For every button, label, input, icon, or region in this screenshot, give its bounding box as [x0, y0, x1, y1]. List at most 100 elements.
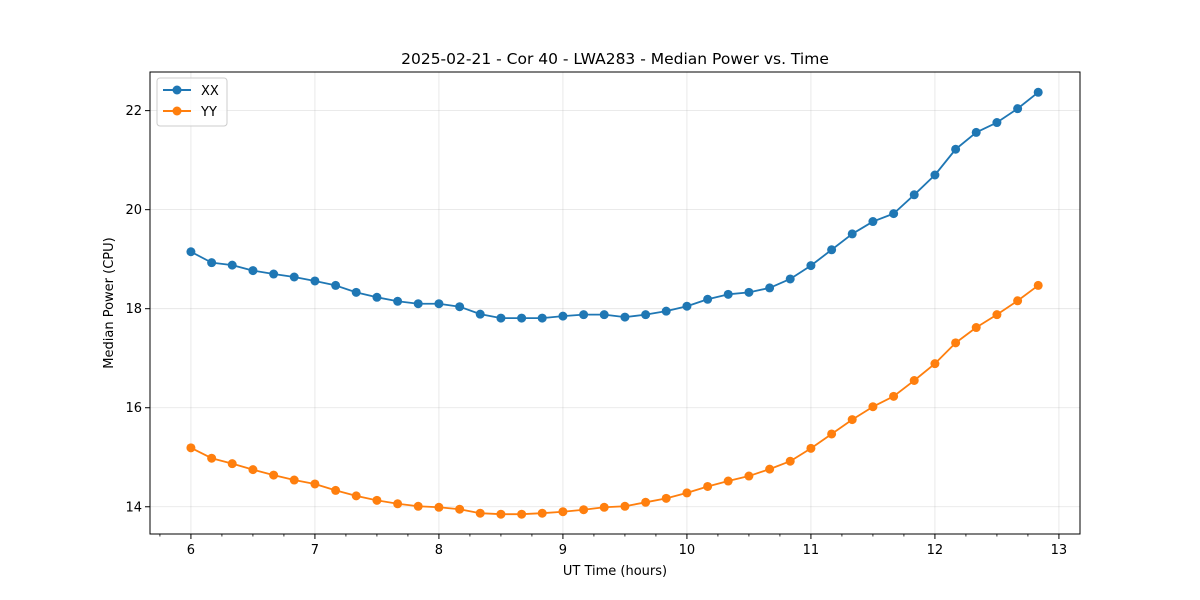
- legend-marker-yy: [172, 106, 182, 116]
- data-point-yy: [558, 507, 568, 517]
- data-point-xx: [248, 266, 258, 276]
- data-point-xx: [599, 310, 609, 320]
- data-point-xx: [1033, 87, 1043, 97]
- data-point-xx: [765, 283, 775, 293]
- x-tick-label: 10: [679, 543, 696, 558]
- data-point-yy: [351, 491, 361, 501]
- y-tick-label: 16: [125, 401, 142, 416]
- data-point-xx: [475, 309, 485, 319]
- data-point-yy: [744, 471, 754, 481]
- data-point-yy: [1013, 296, 1023, 306]
- data-point-yy: [227, 459, 237, 469]
- legend-label-xx: XX: [201, 84, 219, 99]
- data-point-yy: [1033, 280, 1043, 290]
- data-point-yy: [599, 502, 609, 512]
- data-point-xx: [434, 299, 444, 309]
- data-point-yy: [620, 501, 630, 511]
- data-point-xx: [703, 294, 713, 304]
- data-point-yy: [785, 456, 795, 466]
- data-point-xx: [785, 274, 795, 284]
- data-point-xx: [806, 261, 816, 271]
- data-point-yy: [455, 504, 465, 514]
- y-tick-label: 14: [125, 500, 142, 515]
- series-xx: [186, 87, 1043, 323]
- data-point-xx: [310, 276, 320, 286]
- data-point-xx: [951, 144, 961, 154]
- legend-marker-xx: [172, 85, 182, 95]
- data-point-yy: [641, 497, 651, 507]
- x-axis-label: UT Time (hours): [563, 564, 667, 579]
- legend-label-yy: YY: [200, 105, 217, 120]
- chart-title: 2025-02-21 - Cor 40 - LWA283 - Median Po…: [401, 50, 829, 68]
- x-tick-label: 11: [803, 543, 820, 558]
- data-point-xx: [331, 280, 341, 290]
- data-point-yy: [909, 376, 919, 385]
- data-point-xx: [517, 313, 527, 323]
- data-point-yy: [703, 481, 713, 491]
- data-point-xx: [269, 269, 279, 279]
- data-point-yy: [475, 508, 485, 518]
- data-point-yy: [827, 429, 837, 439]
- data-point-xx: [455, 302, 465, 312]
- x-tick-label: 6: [187, 543, 195, 558]
- series-layer: [186, 87, 1043, 519]
- data-point-yy: [806, 443, 816, 453]
- data-point-yy: [971, 323, 981, 333]
- data-point-yy: [682, 488, 692, 498]
- data-point-xx: [393, 296, 403, 306]
- data-point-yy: [186, 443, 196, 453]
- data-point-yy: [889, 391, 899, 401]
- y-axis-label: Median Power (CPU): [102, 237, 117, 368]
- axis-ticks: 6 7 8 9 10 11 12 13 14 16 18 20 22: [125, 104, 1067, 558]
- data-point-xx: [909, 190, 919, 200]
- data-point-xx: [827, 245, 837, 255]
- x-tick-label: 9: [559, 543, 567, 558]
- data-point-yy: [579, 505, 589, 515]
- data-point-xx: [889, 209, 899, 219]
- data-point-yy: [951, 338, 961, 348]
- data-point-yy: [723, 476, 733, 486]
- series-yy: [186, 280, 1043, 519]
- data-point-yy: [496, 509, 506, 519]
- data-point-xx: [579, 310, 589, 320]
- data-point-yy: [517, 509, 527, 519]
- data-point-xx: [227, 260, 237, 270]
- data-point-yy: [413, 501, 423, 511]
- x-tick-label: 12: [927, 543, 944, 558]
- data-point-xx: [661, 306, 671, 316]
- data-point-yy: [661, 493, 671, 503]
- data-point-xx: [537, 313, 547, 323]
- data-point-xx: [558, 311, 568, 321]
- data-point-xx: [207, 258, 217, 268]
- data-point-yy: [847, 415, 857, 425]
- data-point-xx: [744, 287, 754, 297]
- data-point-xx: [413, 299, 423, 309]
- data-point-yy: [537, 508, 547, 518]
- data-point-yy: [765, 464, 775, 474]
- x-tick-label: 13: [1051, 543, 1068, 558]
- plot-frame: [149, 71, 1081, 535]
- data-point-xx: [723, 289, 733, 299]
- data-point-xx: [620, 312, 630, 322]
- data-point-xx: [641, 310, 651, 320]
- data-point-xx: [868, 217, 878, 227]
- data-point-yy: [434, 502, 444, 512]
- data-point-xx: [372, 292, 382, 302]
- data-point-yy: [393, 499, 403, 509]
- y-tick-label: 22: [125, 104, 142, 119]
- data-point-yy: [248, 465, 258, 475]
- data-point-yy: [868, 402, 878, 412]
- data-point-xx: [992, 118, 1002, 128]
- y-tick-label: 20: [125, 203, 142, 218]
- data-point-yy: [930, 359, 940, 369]
- data-point-xx: [351, 287, 361, 297]
- data-point-yy: [372, 495, 382, 505]
- data-point-yy: [207, 453, 217, 463]
- data-point-yy: [289, 475, 299, 485]
- data-point-xx: [847, 229, 857, 239]
- data-point-xx: [930, 170, 940, 180]
- data-point-yy: [269, 470, 279, 480]
- data-point-xx: [496, 313, 506, 323]
- data-point-yy: [310, 479, 320, 489]
